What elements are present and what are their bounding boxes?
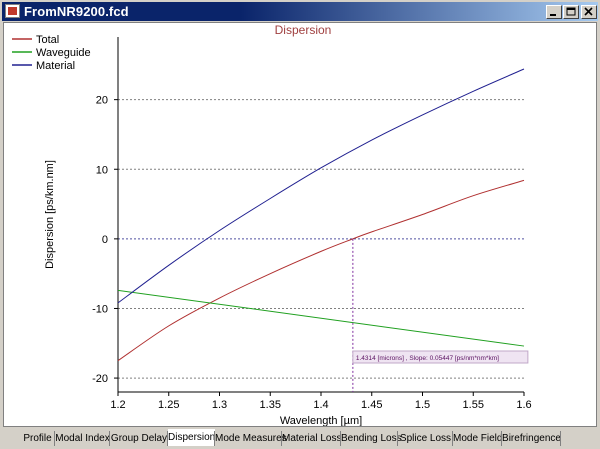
y-axis-label: Dispersion [ps/km.nm] xyxy=(44,160,56,269)
x-tick-label: 1.55 xyxy=(463,399,484,411)
y-tick-label: 0 xyxy=(102,234,108,246)
x-tick-label: 1.25 xyxy=(158,399,179,411)
legend-label-material: Material xyxy=(36,60,75,72)
tab-separator xyxy=(281,431,282,446)
tab-mode-measures[interactable]: Mode Measures xyxy=(215,433,287,444)
annotation-box xyxy=(352,350,529,364)
tab-mode-field[interactable]: Mode Field xyxy=(453,433,503,444)
dispersion-chart: Dispersion -20 -10 0 10 20 1.2 1.25 1.3 1.35 1.4 1.… xyxy=(12,23,532,427)
x-tick-label: 1.3 xyxy=(212,399,227,411)
series-line-total xyxy=(117,179,525,362)
tab-birefringence[interactable]: Birefringence xyxy=(502,433,561,444)
chart-title: Dispersion xyxy=(275,23,332,37)
series-line-material xyxy=(117,68,525,304)
x-tick-label: 1.2 xyxy=(110,399,125,411)
tab-modal-index[interactable]: Modal Index xyxy=(55,433,110,444)
y-tick-label: -10 xyxy=(92,303,108,315)
minimize-button[interactable] xyxy=(546,5,562,19)
legend-label-waveguide: Waveguide xyxy=(36,47,91,59)
maximize-icon xyxy=(566,7,576,16)
x-tick-label: 1.4 xyxy=(313,399,328,411)
tab-profile[interactable]: Profile xyxy=(23,433,52,444)
y-tick-label: 20 xyxy=(96,95,108,107)
tab-separator xyxy=(340,431,341,446)
series-line-waveguide xyxy=(117,289,525,347)
tab-splice-loss[interactable]: Splice Loss xyxy=(399,433,452,444)
legend-label-total: Total xyxy=(36,34,59,46)
tab-separator xyxy=(54,431,55,446)
tab-separator xyxy=(214,431,215,446)
tab-separator xyxy=(452,431,453,446)
chart-canvas: Dispersion -20 -10 0 10 20 1.2 1.25 1.3 1.35 1.4 1.… xyxy=(3,22,597,427)
tab-dispersion[interactable]: Dispersion xyxy=(168,429,215,446)
y-tick-label: 10 xyxy=(96,164,108,176)
tab-separator xyxy=(560,431,561,446)
app-icon[interactable] xyxy=(5,4,20,18)
tab-strip: Profile Modal Index Group Delay Dispersion M… xyxy=(0,429,600,449)
x-tick-label: 1.6 xyxy=(516,399,531,411)
close-button[interactable] xyxy=(581,5,597,19)
x-tick-label: 1.45 xyxy=(361,399,382,411)
tab-separator xyxy=(397,431,398,446)
maximize-button[interactable] xyxy=(563,5,579,19)
tab-separator xyxy=(109,431,110,446)
close-icon xyxy=(584,7,593,16)
y-tick-label: -20 xyxy=(92,373,108,385)
title-bar[interactable]: FromNR9200.fcd xyxy=(2,2,598,21)
x-tick-label: 1.5 xyxy=(415,399,430,411)
tab-material-loss[interactable]: Material Loss xyxy=(282,433,342,444)
tab-separator xyxy=(167,431,168,446)
annotation-text: 1.4314 [microns] , Slope: 0.05447 [ps/nm… xyxy=(356,355,499,362)
tab-group-delay[interactable]: Group Delay xyxy=(110,433,168,444)
tab-bending-loss[interactable]: Bending Loss xyxy=(341,433,402,444)
x-axis-label: Wavelength [µm] xyxy=(280,415,362,426)
minimize-icon xyxy=(550,14,556,16)
tab-separator xyxy=(501,431,502,446)
x-tick-label: 1.35 xyxy=(260,399,281,411)
window-title: FromNR9200.fcd xyxy=(24,4,129,19)
